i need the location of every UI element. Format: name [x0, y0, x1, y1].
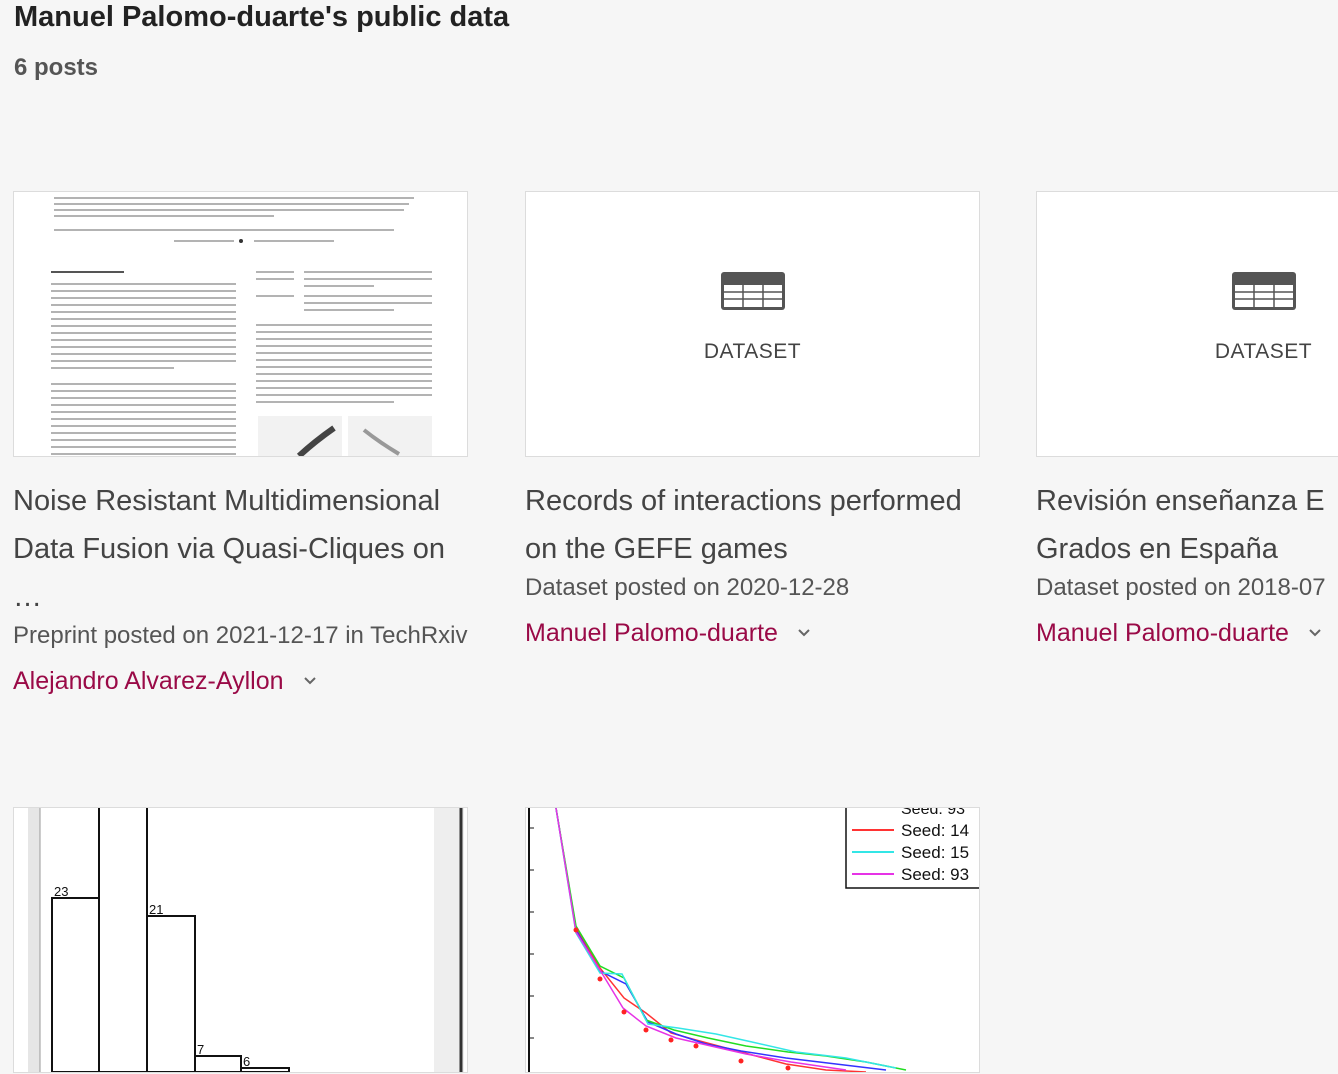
histogram-thumbnail: 23 21 7 6 [28, 808, 464, 1072]
page-title: Manuel Palomo-duarte's public data [14, 1, 510, 33]
card-title[interactable]: Records of interactions performed on the… [525, 485, 962, 565]
card-histogram[interactable]: 23 21 7 6 [13, 807, 468, 1073]
card-thumbnail[interactable] [13, 191, 468, 457]
card-author[interactable]: Manuel Palomo-duarte [1036, 613, 1338, 653]
author-name[interactable]: Manuel Palomo-duarte [1036, 619, 1289, 647]
preprint-page-thumbnail [51, 197, 432, 456]
card-thumbnail[interactable]: DATASET [1036, 191, 1338, 457]
chevron-down-icon[interactable] [796, 625, 812, 641]
table-icon [720, 272, 785, 310]
card-thumbnail[interactable]: Seed: 93 Seed: 14 Seed: 15 Seed: 93 [525, 807, 980, 1073]
card-meta: Dataset posted on 2020-12-28 [525, 574, 850, 601]
card-preprint[interactable]: Noise Resistant Multidimensional Data Fu… [13, 191, 468, 701]
bar-label: 21 [149, 902, 163, 917]
card-thumbnail[interactable]: 23 21 7 6 [13, 807, 468, 1073]
svg-text:Seed: 93: Seed: 93 [901, 808, 965, 818]
bar-label: 6 [243, 1054, 250, 1069]
chevron-down-icon[interactable] [302, 673, 318, 689]
card-line-plot[interactable]: Seed: 93 Seed: 14 Seed: 15 Seed: 93 [525, 807, 980, 1073]
card-meta: Preprint posted on 2021-12-17 in TechRxi… [13, 622, 468, 649]
dataset-label: DATASET [703, 340, 802, 363]
card-author[interactable]: Manuel Palomo-duarte [525, 613, 980, 653]
card-dataset[interactable]: DATASET Revisión enseñanza E Grados en E… [1036, 191, 1338, 653]
card-author[interactable]: Alejandro Alvarez-Ayllon [13, 661, 468, 701]
card-meta: Dataset posted on 2018-07 [1036, 574, 1326, 601]
table-icon [1231, 272, 1296, 310]
bar-label: 23 [54, 884, 68, 899]
post-count: 6 posts [14, 54, 99, 81]
legend-label: Seed: 93 [901, 865, 969, 884]
card-dataset[interactable]: DATASET Records of interactions performe… [525, 191, 980, 653]
chevron-down-icon[interactable] [1307, 625, 1323, 641]
card-title[interactable]: Noise Resistant Multidimensional Data Fu… [13, 485, 445, 613]
legend-label: Seed: 15 [901, 843, 969, 862]
line-plot-thumbnail: Seed: 93 Seed: 14 Seed: 15 Seed: 93 [528, 808, 979, 1072]
legend-label: Seed: 14 [901, 821, 969, 840]
card-title[interactable]: Revisión enseñanza E Grados en España [1036, 485, 1325, 565]
card-thumbnail[interactable]: DATASET [525, 191, 980, 457]
author-name[interactable]: Alejandro Alvarez-Ayllon [13, 667, 284, 695]
bar-label: 7 [197, 1042, 204, 1057]
author-name[interactable]: Manuel Palomo-duarte [525, 619, 778, 647]
dataset-label: DATASET [1214, 340, 1313, 363]
